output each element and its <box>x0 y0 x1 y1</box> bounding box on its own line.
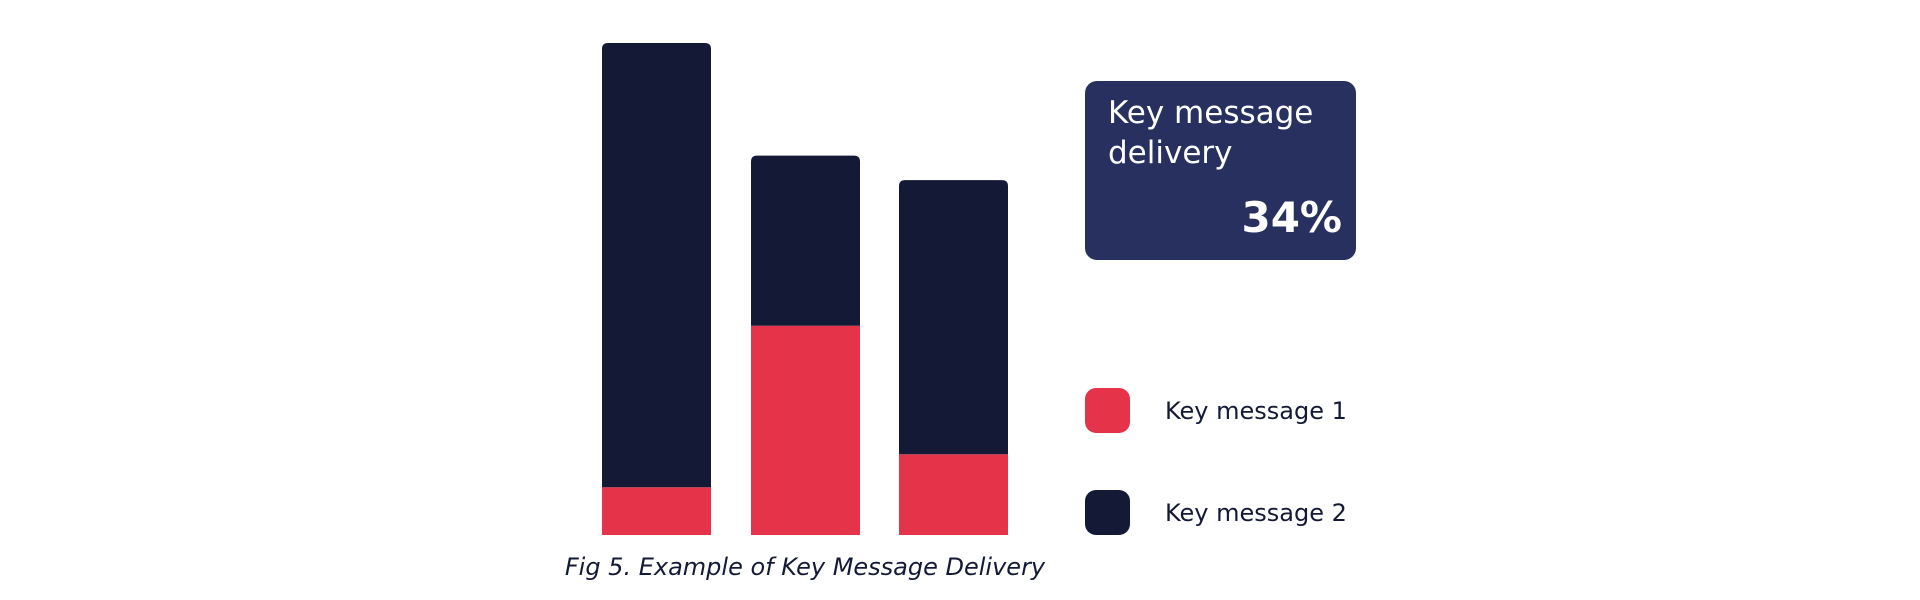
legend-label: Key message 2 <box>1165 498 1347 527</box>
legend-swatch <box>1085 490 1130 535</box>
legend-swatch <box>1085 388 1130 433</box>
legend-label: Key message 1 <box>1165 396 1347 425</box>
bar-segment <box>751 155 860 326</box>
bar-segment <box>751 325 860 535</box>
legend-item: Key message 2 <box>1085 490 1347 535</box>
legend-item: Key message 1 <box>1085 388 1347 433</box>
caption: Fig 5. Example of Key Message Delivery <box>564 553 1046 581</box>
bar-segment <box>602 43 711 488</box>
card-value: 34% <box>1241 193 1342 242</box>
bar-segment <box>899 180 1008 455</box>
card-title: Key message delivery <box>1108 95 1314 171</box>
bar-segment <box>899 454 1008 535</box>
summary-card: Key message delivery 34% <box>1085 81 1356 260</box>
bar-segment <box>602 487 711 535</box>
